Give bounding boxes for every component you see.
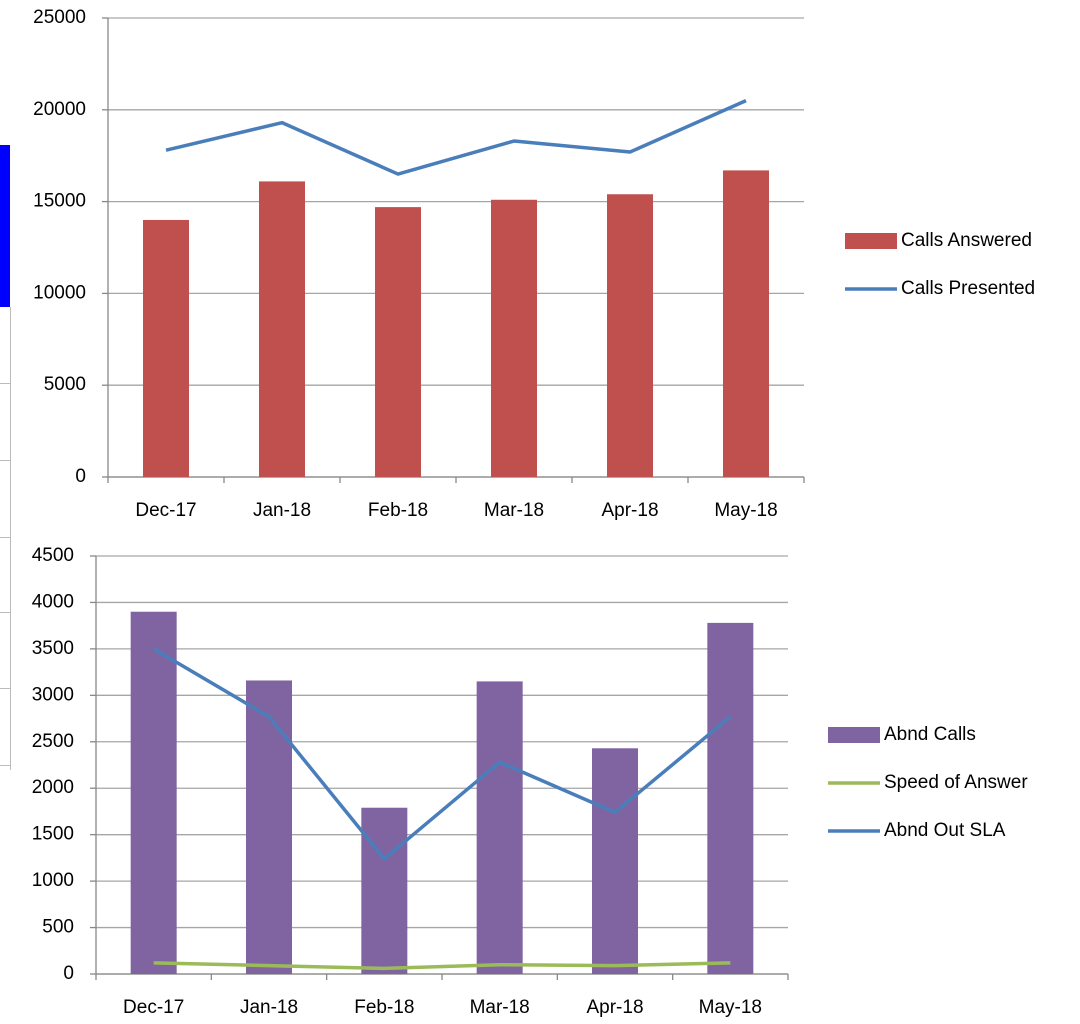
- legend-label: Speed of Answer: [884, 772, 1028, 793]
- y-tick-label: 1500: [32, 824, 74, 845]
- y-tick-label: 15000: [33, 191, 86, 212]
- bar: [130, 611, 177, 974]
- x-tick-label: Apr-18: [586, 997, 643, 1018]
- bar: [491, 199, 537, 477]
- y-tick-label: 3000: [32, 684, 74, 705]
- x-tick-label: Dec-17: [123, 997, 184, 1018]
- line: [165, 99, 747, 176]
- bar: [246, 680, 292, 974]
- y-tick-label: 10000: [33, 282, 86, 303]
- sheet-edge: [0, 307, 11, 770]
- legend-swatch: [845, 233, 897, 249]
- y-tick-label: 5000: [44, 374, 86, 395]
- y-tick-label: 0: [75, 466, 86, 487]
- x-tick-label: May-18: [714, 500, 777, 521]
- bar: [723, 170, 769, 477]
- bar: [361, 807, 408, 974]
- x-tick-label: Dec-17: [135, 500, 196, 521]
- y-tick-label: 500: [42, 917, 74, 938]
- y-tick-label: 2500: [32, 731, 74, 752]
- legend-label: Abnd Out SLA: [884, 820, 1006, 841]
- x-tick-label: Jan-18: [253, 500, 311, 521]
- legend-label: Calls Answered: [901, 230, 1032, 251]
- line: [152, 647, 732, 861]
- legend-swatch: [828, 727, 880, 743]
- x-tick-label: Feb-18: [354, 997, 414, 1018]
- y-tick-label: 4500: [32, 545, 74, 566]
- y-tick-label: 0: [63, 963, 74, 984]
- x-tick-label: May-18: [699, 997, 762, 1018]
- bar: [259, 181, 305, 478]
- bar: [707, 622, 754, 974]
- y-tick-label: 3500: [32, 638, 74, 659]
- x-tick-label: Mar-18: [470, 997, 530, 1018]
- bar: [592, 748, 638, 974]
- x-tick-label: Jan-18: [240, 997, 298, 1018]
- bar: [476, 681, 523, 974]
- bar: [375, 207, 421, 477]
- y-tick-label: 4000: [32, 591, 74, 612]
- legend-label: Calls Presented: [901, 278, 1035, 299]
- y-tick-label: 1000: [32, 870, 74, 891]
- y-tick-label: 25000: [33, 7, 86, 28]
- selection-marker: [0, 145, 10, 307]
- x-tick-label: Feb-18: [368, 500, 428, 521]
- y-tick-label: 20000: [33, 99, 86, 120]
- bar: [143, 219, 189, 477]
- legend-label: Abnd Calls: [884, 724, 976, 745]
- y-tick-label: 2000: [32, 777, 74, 798]
- line: [153, 961, 731, 971]
- x-tick-label: Mar-18: [484, 500, 544, 521]
- x-tick-label: Apr-18: [601, 500, 658, 521]
- bar: [607, 194, 653, 478]
